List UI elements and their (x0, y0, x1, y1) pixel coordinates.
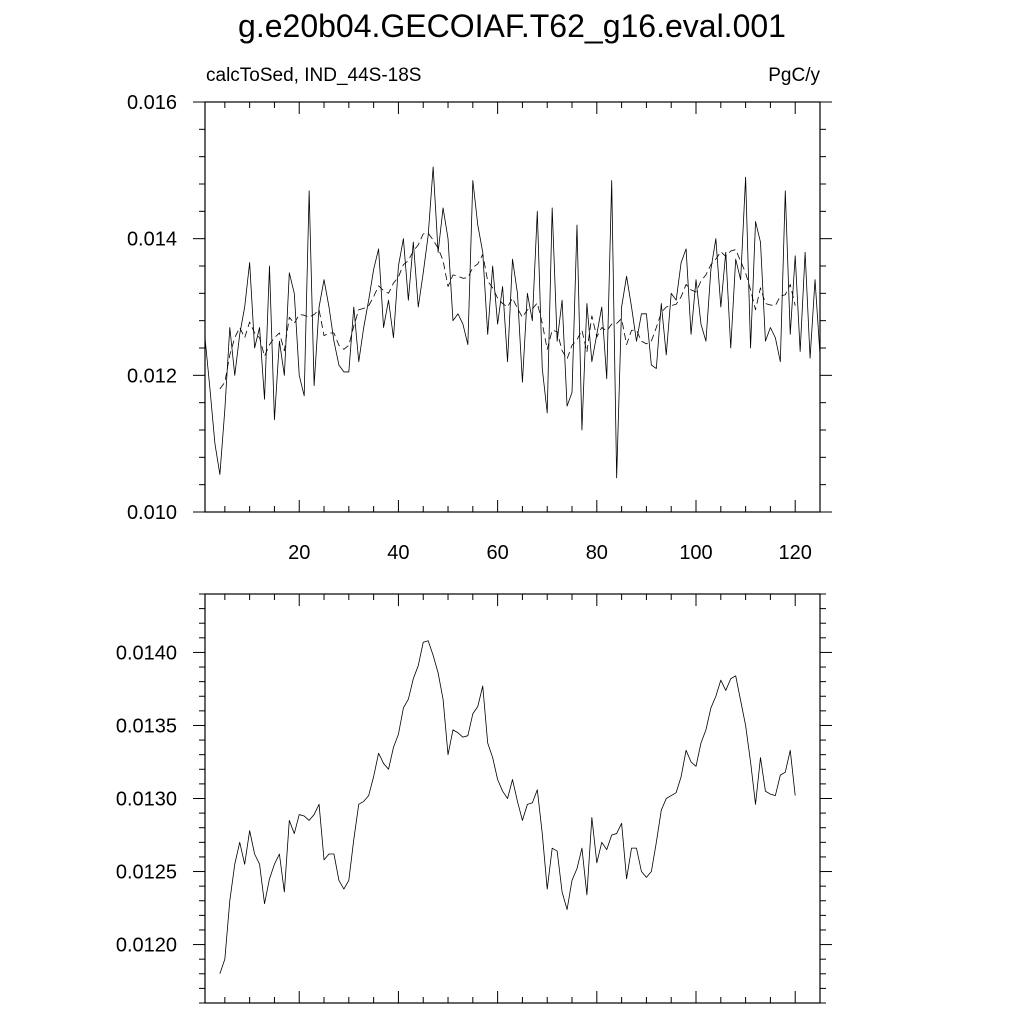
top-x-tick-label: 100 (679, 542, 712, 564)
top-series-solid-line (204, 166, 821, 479)
bottom-y-tick-label: 0.0120 (116, 935, 177, 957)
variable-region-label: calcToSed, IND_44S-18S (206, 65, 422, 86)
top-series-dashed-line (219, 232, 796, 390)
top-y-tick-label: 0.010 (127, 502, 177, 524)
top-y-tick-label: 0.016 (127, 92, 177, 114)
top-x-tick-label: 80 (586, 542, 608, 564)
top-x-tick-label: 120 (779, 542, 812, 564)
bottom-series-solid-line (219, 640, 796, 974)
bottom-y-tick-label: 0.0130 (116, 789, 177, 811)
top-y-tick-label: 0.014 (127, 229, 177, 251)
bottom-y-tick-label: 0.0125 (116, 862, 177, 884)
bottom-y-tick-label: 0.0135 (116, 715, 177, 737)
units-label: PgC/y (768, 65, 820, 86)
bottom-y-tick-label: 0.0140 (116, 642, 177, 664)
top-x-tick-label: 60 (486, 542, 508, 564)
top-plot: 20 40 60 80 100 120 0.010 0.012 0.014 0.016 (127, 92, 832, 564)
chart-title: g.e20b04.GECOIAF.T62_g16.eval.001 (238, 8, 786, 44)
bottom-plot: 0.0120 0.0125 0.0130 0.0135 0.0140 (116, 593, 832, 1004)
top-y-tick-label: 0.012 (127, 365, 177, 387)
top-x-tick-label: 20 (288, 542, 310, 564)
top-plot-frame (204, 101, 821, 513)
bottom-plot-frame (204, 593, 821, 1004)
top-x-tick-label: 40 (387, 542, 409, 564)
